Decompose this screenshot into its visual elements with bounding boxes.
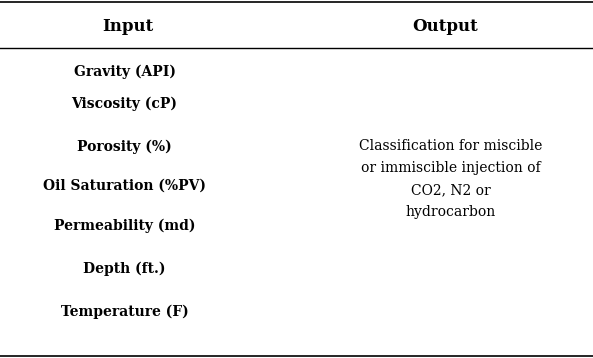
Text: Gravity (API): Gravity (API) <box>74 64 176 79</box>
Text: Oil Saturation (%PV): Oil Saturation (%PV) <box>43 179 206 193</box>
Text: Depth (ft.): Depth (ft.) <box>83 261 166 276</box>
Text: Temperature (F): Temperature (F) <box>60 304 189 319</box>
Text: Output: Output <box>412 18 477 35</box>
Text: Permeability (md): Permeability (md) <box>54 218 195 233</box>
Text: Viscosity (cP): Viscosity (cP) <box>72 97 177 111</box>
Text: Input: Input <box>102 18 153 35</box>
Text: Classification for miscible
or immiscible injection of
CO2, N2 or
hydrocarbon: Classification for miscible or immiscibl… <box>359 140 543 218</box>
Text: Porosity (%): Porosity (%) <box>77 140 172 154</box>
